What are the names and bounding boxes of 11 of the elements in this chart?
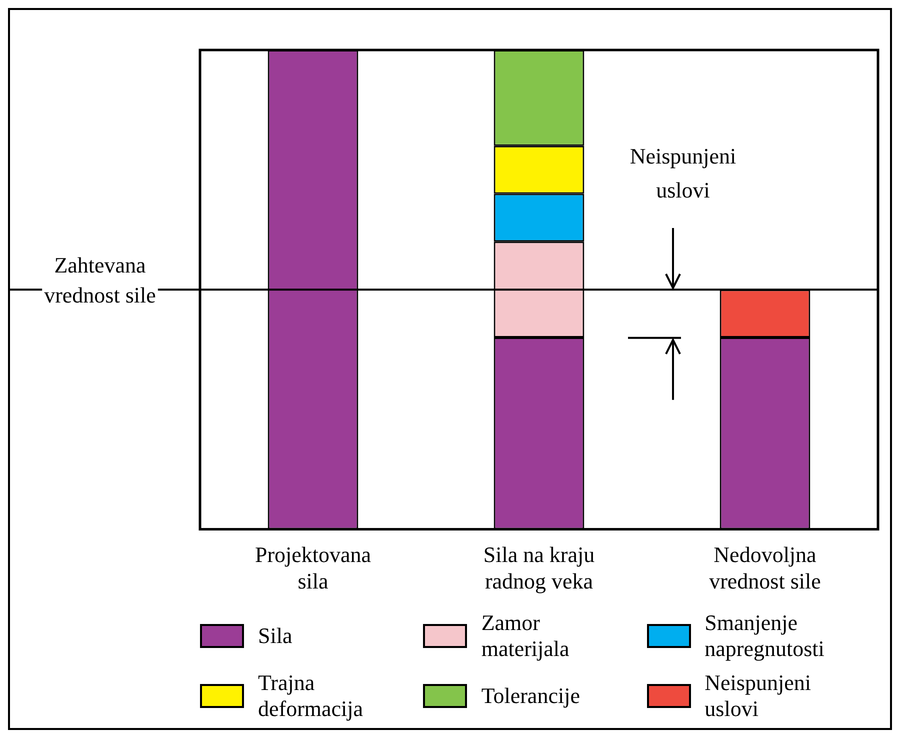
legend-label: Neispunjeni uslovi	[704, 670, 812, 722]
x-tick-label: Projektovana sila	[254, 542, 372, 594]
legend-label: Tolerancije	[481, 683, 581, 709]
x-tick-label: Sila na kraju radnog veka	[483, 542, 595, 594]
legend-label: Trajna deformacija	[258, 670, 364, 722]
legend-label: Smanjenje napregnutosti	[704, 610, 826, 662]
legend-label: Sila	[258, 623, 294, 649]
ref-line-label: Zahtevana vrednost sile	[44, 252, 156, 308]
legend-label: Zamor materijala	[481, 610, 570, 662]
x-tick-label: Nedovoljna vrednost sile	[709, 542, 821, 594]
annotation: Neispunjeni uslovi	[630, 143, 736, 202]
